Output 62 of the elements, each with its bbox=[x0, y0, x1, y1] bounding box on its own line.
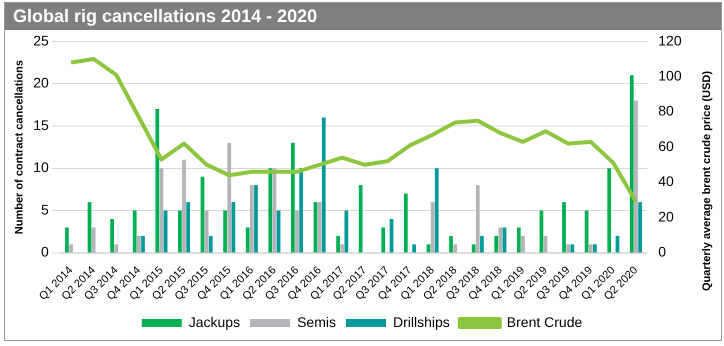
y-tick-label: 0 bbox=[40, 244, 49, 260]
y2-tick-label: 120 bbox=[658, 32, 682, 48]
bar bbox=[65, 227, 69, 252]
bar bbox=[494, 236, 498, 252]
bar bbox=[276, 210, 280, 252]
y-tick-label: 25 bbox=[33, 32, 49, 48]
y-tick-label: 20 bbox=[33, 74, 49, 91]
y-axis-title: Number of contract cancellations bbox=[14, 60, 26, 234]
y-tick-label: 15 bbox=[33, 116, 49, 133]
bar bbox=[322, 118, 326, 252]
bar bbox=[412, 244, 416, 252]
bar bbox=[208, 236, 213, 252]
bar bbox=[254, 185, 258, 252]
bar bbox=[344, 210, 348, 252]
y-tick-label: 5 bbox=[40, 201, 49, 218]
bar bbox=[314, 202, 318, 252]
bar bbox=[449, 236, 453, 252]
bar bbox=[390, 219, 394, 252]
bar bbox=[178, 210, 182, 252]
bar bbox=[502, 227, 506, 252]
bar bbox=[246, 227, 250, 252]
bar bbox=[562, 202, 566, 252]
bar bbox=[516, 227, 521, 252]
bar bbox=[472, 244, 476, 252]
bar bbox=[358, 185, 363, 252]
bar bbox=[426, 244, 430, 252]
y2-tick-label: 100 bbox=[658, 67, 682, 84]
bar bbox=[404, 194, 408, 252]
bar bbox=[200, 176, 204, 252]
bar bbox=[381, 227, 386, 252]
bar bbox=[593, 244, 597, 252]
bar bbox=[336, 236, 340, 252]
bar bbox=[630, 75, 634, 252]
y-tick-label: 10 bbox=[33, 159, 49, 176]
bar bbox=[291, 142, 295, 252]
bar bbox=[616, 236, 620, 252]
legend-label: Semis bbox=[297, 314, 336, 330]
legend-label: Jackups bbox=[188, 314, 240, 330]
y2-axis-title: Quarterly average brent crude price (USD) bbox=[701, 70, 714, 292]
bar bbox=[638, 202, 642, 252]
chart-title: Global rig cancellations 2014 - 2020 bbox=[5, 3, 721, 30]
y2-tick-label: 40 bbox=[658, 173, 674, 190]
bar bbox=[88, 202, 92, 252]
bar bbox=[223, 210, 227, 252]
bar bbox=[584, 210, 588, 252]
bar bbox=[132, 210, 137, 252]
bar bbox=[570, 244, 574, 252]
bar bbox=[186, 202, 190, 252]
y2-tick-label: 80 bbox=[658, 102, 674, 119]
legend-label: Drillships bbox=[392, 314, 450, 330]
bar bbox=[540, 210, 544, 252]
bar bbox=[607, 168, 612, 252]
y2-tick-label: 60 bbox=[658, 138, 674, 154]
bar bbox=[141, 236, 145, 252]
bar bbox=[480, 236, 484, 252]
y2-tick-label: 0 bbox=[658, 244, 666, 260]
bar bbox=[110, 219, 114, 252]
bar bbox=[164, 210, 168, 252]
bar bbox=[434, 168, 439, 252]
y2-tick-label: 20 bbox=[658, 208, 674, 224]
bar bbox=[232, 202, 236, 252]
legend-label: Brent Crude bbox=[506, 314, 582, 330]
